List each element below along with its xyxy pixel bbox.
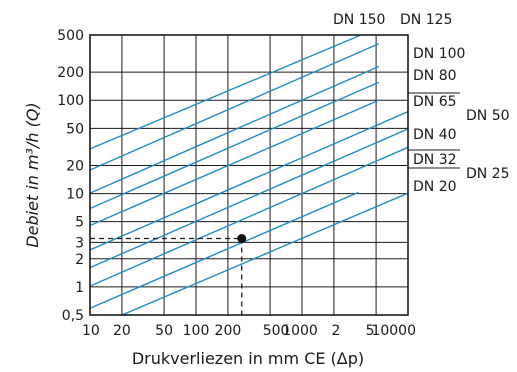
series-line-dn-80 (89, 81, 380, 210)
x-tick-label: 500 (263, 323, 290, 339)
x-tick-label: 200 (215, 323, 242, 339)
series-line-dn-125 (89, 43, 380, 171)
series-label: DN 65 (413, 94, 457, 110)
y-tick-label: 0,5 (62, 308, 84, 324)
y-tick-labels: 0,5 1 23 5 10 20 50 100 200 500 (57, 28, 84, 324)
x-tick-label: 10 (82, 323, 100, 339)
x-axis-title: Drukverliezen in mm CE (Δp) (132, 349, 364, 368)
x-tick-label: 50 (155, 323, 173, 339)
y-tick-label: 2 (75, 252, 84, 268)
x-tick-label: 100 (183, 323, 210, 339)
series-label: DN 50 (466, 108, 510, 124)
y-tick-label: 20 (66, 158, 84, 174)
y-tick-label: 5 (75, 215, 84, 231)
series-label: DN 40 (413, 127, 457, 143)
x-tick-label: 1000 (282, 323, 318, 339)
y-tick-label: 100 (57, 93, 84, 109)
series-line-dn-25 (121, 192, 409, 316)
x-tick-label: 20 (113, 323, 131, 339)
series-label: DN 100 (413, 46, 465, 62)
marker-group (90, 234, 247, 315)
y-tick-label: 1 (75, 280, 84, 296)
plot-frame (89, 34, 409, 316)
grid (89, 34, 409, 316)
x-tick-label: 10000 (371, 323, 416, 339)
y-tick-label: 50 (66, 121, 84, 137)
y-tick-label: 10 (66, 187, 84, 203)
series-line-dn-150 (89, 34, 362, 150)
series-label: DN 125 (400, 12, 452, 28)
series-label: DN 150 (333, 12, 385, 28)
series-lines (89, 34, 409, 316)
series-label: DN 25 (466, 166, 510, 182)
x-tick-label: 5 (366, 323, 375, 339)
series-line-dn-20 (89, 191, 359, 309)
y-tick-label: 3 (75, 235, 84, 251)
operating-point-marker (237, 234, 247, 244)
series-line-dn-100 (89, 65, 380, 194)
series-line-dn-50 (89, 111, 409, 251)
x-tick-label: 2 (331, 323, 340, 339)
y-axis-title: Debiet in m³/h (Q) (23, 102, 42, 247)
series-line-dn-65 (89, 99, 380, 227)
series-label: DN 80 (413, 68, 457, 84)
series-label: DN 20 (413, 179, 457, 195)
series-label: DN 32 (413, 152, 457, 168)
y-tick-label: 500 (57, 28, 84, 44)
series-labels: DN 150 DN 125 DN 100 DN 80 DN 65 DN 50 DN 40 DN… (333, 12, 510, 195)
y-tick-label: 200 (57, 65, 84, 81)
series-line-dn-32 (89, 146, 409, 287)
series-line-dn-40 (89, 128, 409, 269)
